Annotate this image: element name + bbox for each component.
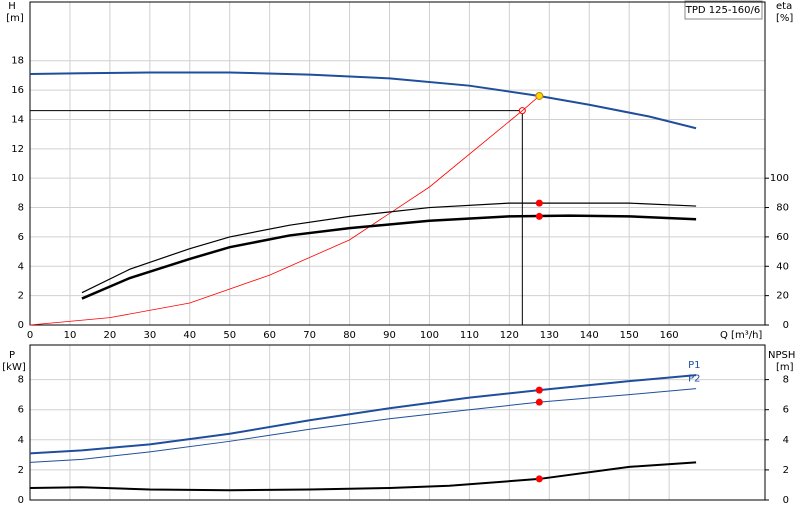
y-tick-label: 14 [11,114,24,125]
x-tick-label: 110 [460,330,479,341]
y-label: P [9,350,15,361]
y-unit: [m] [6,13,24,24]
curve [29,71,697,130]
x-tick-label: 100 [420,330,439,341]
y-tick-label: 6 [18,232,24,243]
y2-tick-label: 4 [783,435,789,446]
x-tick-label: 0 [27,330,33,341]
x-tick-label: 140 [580,330,599,341]
y-tick-label: 10 [11,173,24,184]
plot-frame [29,1,766,326]
y-tick-label: 0 [18,495,24,506]
y2-tick-label: 60 [776,232,789,243]
x-tick-label: 20 [104,330,117,341]
x-tick-label: 70 [303,330,316,341]
y-tick-label: 4 [18,261,24,272]
curve [29,95,540,326]
curve-label: P1 [688,360,700,371]
operating-point [535,386,543,394]
x-tick-label: 160 [660,330,679,341]
y-tick-label: 2 [18,465,24,476]
y2-tick-label: 6 [783,405,789,416]
y-tick-label: 12 [11,144,24,155]
operating-point [535,475,543,483]
plot-area: 0 2 4 6 8 0 2 4 6 8 P1 P2 [18,344,789,506]
y2-tick-label: 0 [783,495,789,506]
y2-tick-label: 100 [770,173,789,184]
y-tick-label: 8 [18,375,24,386]
title-box [684,0,763,20]
curve [81,202,697,294]
y2-label: eta [776,1,792,12]
y2-tick-label: 40 [776,261,789,272]
x-tick-label: 90 [383,330,396,341]
operating-point [535,199,543,207]
plot-area: 0 10 20 30 40 50 60 70 80 90 100 110 120 130 140 150 160… [11,1,789,341]
curve [29,461,697,492]
y2-label: NPSH [768,350,795,361]
x-tick-label: 60 [263,330,276,341]
y-tick-label: 16 [11,85,24,96]
x-tick-label: 150 [620,330,639,341]
operating-point [535,212,543,220]
y-tick-label: 2 [18,291,24,302]
curve-label: P2 [688,374,700,385]
chart-title: TPD 125-160/6 [685,5,761,16]
operating-point [535,398,543,406]
x-tick-label: 40 [183,330,196,341]
x-tick-label: 120 [500,330,519,341]
curve [29,374,697,455]
y-label: H [8,1,16,12]
plot-frame [29,344,766,501]
x-tick-label: 30 [143,330,156,341]
y2-tick-label: 0 [783,320,789,331]
y2-unit: [m] [776,362,794,373]
curve [81,214,697,300]
x-tick-label: 10 [64,330,77,341]
x-tick-label: 80 [343,330,356,341]
curve [29,388,697,463]
y2-tick-label: 8 [783,375,789,386]
x-label: Q [m³/h] [720,330,762,341]
y-tick-label: 0 [18,320,24,331]
y2-unit: [%] [776,13,793,24]
y2-tick-label: 2 [783,465,789,476]
y2-tick-label: 20 [776,291,789,302]
operating-point [535,91,544,100]
y-tick-label: 18 [11,56,24,67]
x-tick-label: 130 [540,330,559,341]
y2-tick-label: 80 [776,203,789,214]
y-tick-label: 6 [18,405,24,416]
x-tick-label: 50 [223,330,236,341]
y-unit: [kW] [2,362,26,373]
y-tick-label: 4 [18,435,24,446]
y-tick-label: 8 [18,203,24,214]
